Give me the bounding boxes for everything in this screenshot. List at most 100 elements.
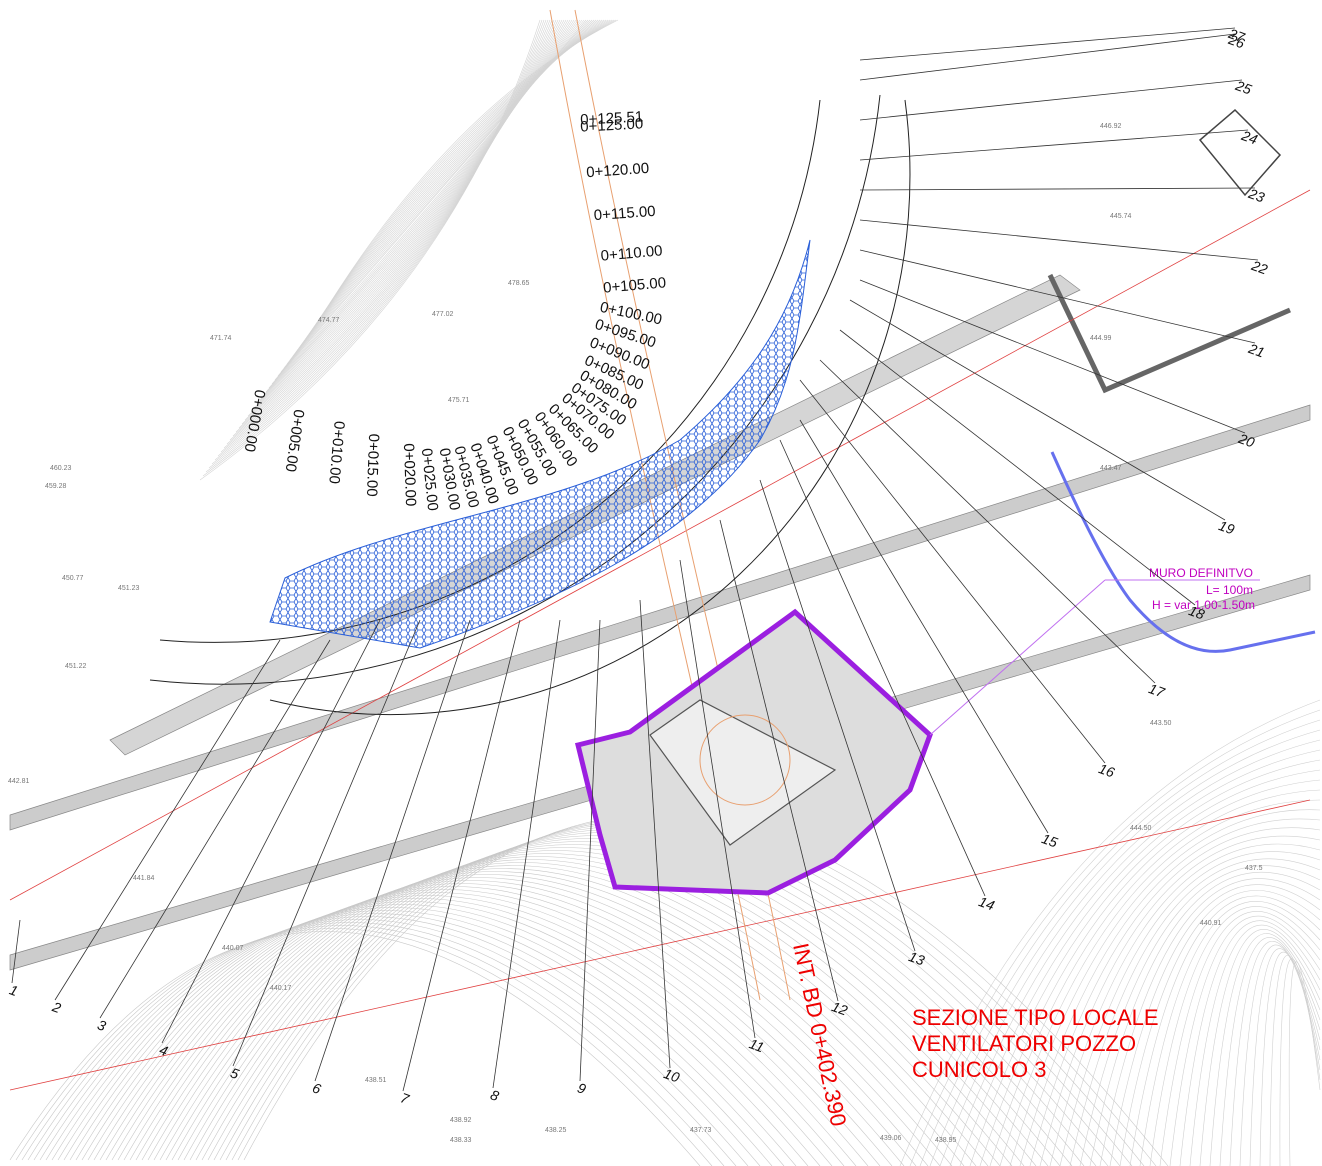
section-label: 11 — [747, 1035, 766, 1055]
section-line — [839, 329, 1196, 606]
section-label: 2 — [49, 998, 63, 1016]
section-line — [859, 279, 1246, 434]
station-label: 0+000.00 — [241, 388, 269, 453]
contour — [1039, 835, 1321, 1166]
road-band — [9, 404, 1311, 831]
section-label: 23 — [1246, 185, 1267, 206]
hatched-area — [269, 239, 811, 649]
note-line: SEZIONE TIPO LOCALE — [912, 1005, 1159, 1030]
section-label: 21 — [1246, 340, 1267, 361]
contour — [220, 19, 555, 453]
section-label: 6 — [310, 1079, 323, 1097]
section-label: 1 — [7, 981, 20, 999]
shaft-base — [649, 699, 837, 846]
contour — [117, 877, 917, 1166]
elevation-label: 437.73 — [690, 1127, 712, 1134]
contour — [183, 844, 1049, 1166]
contour — [969, 769, 1321, 1166]
elevation-label: 474.77 — [318, 317, 340, 324]
contour — [141, 865, 965, 1166]
section-label: 26 — [1226, 31, 1247, 52]
section-line — [859, 27, 1236, 61]
contour — [208, 19, 547, 469]
contour — [1119, 890, 1321, 1166]
elevation-label: 442.81 — [8, 778, 30, 785]
section-label: 12 — [830, 998, 850, 1018]
contour — [1279, 958, 1321, 1166]
section-line — [161, 619, 381, 1044]
elevation-label: 439.06 — [880, 1135, 902, 1142]
section-label: 13 — [907, 948, 927, 968]
section-label: 10 — [662, 1065, 682, 1085]
section-line — [314, 619, 471, 1082]
contour — [229, 19, 561, 441]
contour — [1019, 818, 1321, 1166]
contour — [1199, 929, 1321, 1166]
contour — [1089, 872, 1321, 1166]
elevation-label: 440.17 — [270, 985, 292, 992]
station-label: 0+110.00 — [600, 242, 663, 264]
contour — [1209, 933, 1321, 1166]
contour — [223, 19, 557, 449]
section-line — [859, 249, 1256, 344]
section-line — [402, 619, 521, 1092]
contour — [949, 749, 1321, 1166]
section-label: 14 — [977, 893, 997, 913]
contour — [27, 922, 737, 1166]
contour — [9, 931, 701, 1166]
section-line — [779, 439, 986, 897]
note-line: CUNICOLO 3 — [912, 1057, 1046, 1082]
section-line — [759, 479, 916, 952]
contour — [959, 759, 1321, 1166]
section-line — [579, 619, 601, 1082]
contour — [93, 889, 869, 1166]
contour — [316, 19, 619, 325]
contour — [1159, 911, 1321, 1166]
station-label: 0+025.00 — [418, 447, 441, 511]
contour — [21, 925, 725, 1166]
elevation-label: 438.25 — [545, 1127, 567, 1134]
contour — [75, 898, 833, 1166]
axis-line — [9, 799, 1311, 1091]
contour — [153, 859, 989, 1166]
contour — [111, 880, 905, 1166]
section-label: 24 — [1239, 127, 1260, 148]
station-label: 0+105.00 — [602, 274, 666, 296]
elevation-label: 471.74 — [210, 335, 232, 342]
contour — [1149, 906, 1321, 1166]
section-label: 27 — [1226, 25, 1248, 46]
section-line — [859, 79, 1243, 121]
contour — [1029, 827, 1321, 1166]
contour — [45, 913, 773, 1166]
section-label: 20 — [1236, 430, 1257, 451]
section-line — [859, 187, 1256, 191]
section-label: 15 — [1040, 830, 1060, 850]
contour — [1269, 955, 1321, 1166]
contour — [135, 868, 953, 1166]
contour — [929, 729, 1321, 1166]
elevation-label: 459.28 — [45, 483, 67, 490]
section-label: 19 — [1217, 517, 1237, 537]
section-label: 5 — [228, 1064, 241, 1082]
section-label: 25 — [1233, 77, 1254, 98]
contour — [899, 699, 1321, 1166]
section-line — [11, 919, 21, 984]
contour — [39, 916, 761, 1166]
elevation-label: 444.50 — [1130, 825, 1152, 832]
contour — [147, 862, 977, 1166]
leader — [929, 579, 1106, 736]
contour — [177, 847, 1037, 1166]
section-label: 17 — [1147, 680, 1168, 701]
contour — [1099, 878, 1321, 1166]
wall-length: L= 100m — [1206, 583, 1253, 597]
contours — [9, 19, 1321, 1166]
contour — [295, 19, 605, 353]
elevation-label: 438.51 — [365, 1077, 387, 1084]
section-line — [859, 219, 1259, 261]
station-label: 0+125.00 — [580, 115, 644, 135]
wall-title: MURO DEFINITVO — [1149, 566, 1253, 580]
contour — [165, 853, 1013, 1166]
contour — [51, 910, 785, 1166]
contour — [129, 871, 941, 1166]
section-label: 16 — [1097, 760, 1117, 780]
